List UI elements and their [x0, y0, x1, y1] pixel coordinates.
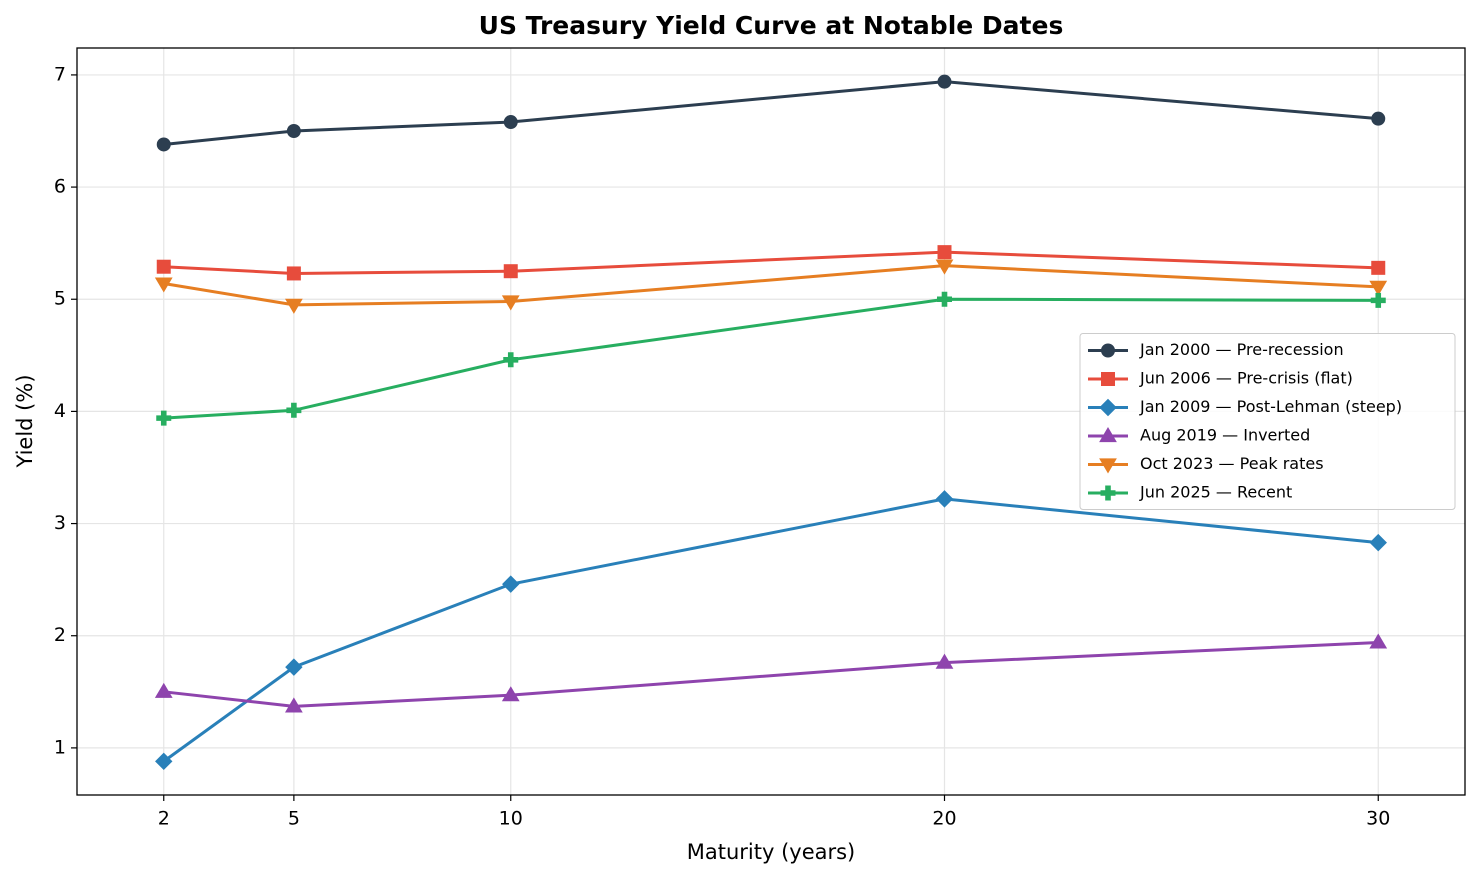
legend: Jan 2000 — Pre-recession Jun 2006 — Pre-c…: [1080, 334, 1455, 510]
series-line: [164, 82, 1379, 145]
x-tick-label: 30: [1366, 808, 1390, 830]
x-axis-label: Maturity (years): [687, 840, 856, 864]
marker: [1371, 293, 1385, 307]
marker: [157, 411, 171, 425]
series: [157, 246, 1385, 280]
marker: [938, 75, 951, 88]
marker: [503, 576, 519, 592]
y-tick-label: 4: [54, 400, 66, 422]
marker: [157, 260, 170, 273]
legend-label: Oct 2023 — Peak rates: [1140, 454, 1324, 473]
series: [156, 491, 1387, 769]
y-tick-label: 6: [54, 176, 66, 198]
marker: [504, 116, 517, 129]
marker: [1102, 373, 1115, 386]
marker: [1102, 344, 1115, 357]
series: [156, 260, 1387, 313]
marker: [504, 265, 517, 278]
marker: [1372, 261, 1385, 274]
marker: [156, 684, 172, 698]
marker: [937, 491, 953, 507]
x-tick-label: 2: [158, 808, 170, 830]
y-tick-label: 7: [54, 63, 66, 85]
y-tick-label: 1: [54, 736, 66, 758]
series: [157, 75, 1385, 151]
y-tick-label: 2: [54, 624, 66, 646]
x-tick-label: 10: [499, 808, 523, 830]
marker: [287, 125, 300, 138]
y-tick-label: 5: [54, 288, 66, 310]
y-tick-label: 3: [54, 512, 66, 534]
series-line: [164, 642, 1379, 706]
legend-label: Aug 2019 — Inverted: [1140, 426, 1310, 445]
marker: [1370, 535, 1386, 551]
marker: [287, 403, 301, 417]
series-line: [164, 252, 1379, 273]
x-tick-label: 5: [288, 808, 300, 830]
legend-label: Jan 2000 — Pre-recession: [1139, 340, 1344, 359]
marker: [1372, 112, 1385, 125]
series-line: [164, 499, 1379, 761]
marker: [504, 353, 518, 367]
marker: [938, 246, 951, 259]
marker: [938, 292, 952, 306]
x-tick-label: 20: [932, 808, 956, 830]
legend-label: Jun 2006 — Pre-crisis (flat): [1139, 369, 1353, 388]
marker: [157, 138, 170, 151]
legend-label: Jan 2009 — Post-Lehman (steep): [1139, 397, 1402, 416]
chart-title: US Treasury Yield Curve at Notable Dates: [479, 11, 1064, 40]
marker: [287, 267, 300, 280]
legend-label: Jun 2025 — Recent: [1139, 483, 1292, 502]
series: [156, 634, 1387, 712]
y-axis-label: Yield (%): [13, 374, 37, 468]
